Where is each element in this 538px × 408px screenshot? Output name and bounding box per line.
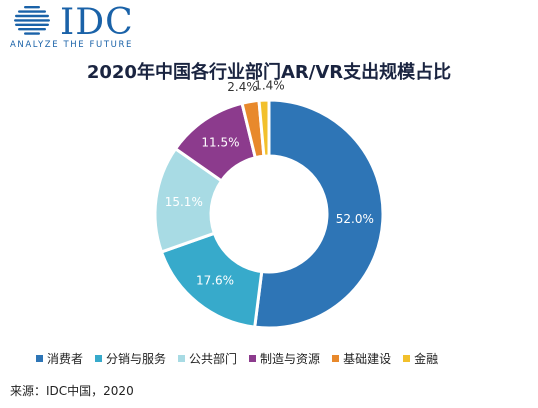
source-note: 来源：IDC中国，2020 <box>10 384 134 398</box>
logo-tagline: ANALYZE THE FUTURE <box>10 40 133 50</box>
legend-item-6: 金融 <box>403 350 438 367</box>
legend-item-3: 公共部门 <box>178 350 237 367</box>
globe-icon <box>14 6 50 35</box>
legend-label: 分销与服务 <box>106 352 167 366</box>
legend-swatch <box>178 355 186 362</box>
donut-slice-1 <box>253 98 385 330</box>
legend-swatch <box>249 355 257 362</box>
slice-label-5: 2.4% <box>227 80 258 94</box>
slice-label-2: 17.6% <box>196 273 234 287</box>
slice-label-3: 15.1% <box>165 195 203 209</box>
chart-title: 2020年中国各行业部门AR/VR支出规模占比 <box>86 62 452 83</box>
legend-swatch <box>332 355 340 362</box>
logo-name: IDC <box>60 2 134 43</box>
legend-swatch <box>36 355 43 362</box>
idc-logo: IDC ANALYZE THE FUTURE <box>10 2 160 52</box>
legend-swatch <box>403 355 411 362</box>
legend-label: 公共部门 <box>189 352 238 366</box>
legend-item-5: 基础建设 <box>332 350 391 367</box>
legend-item-1: 消费者 <box>36 350 83 367</box>
legend-label: 消费者 <box>47 352 84 366</box>
slice-label-1: 52.0% <box>336 212 374 226</box>
donut-slice-6 <box>257 98 271 158</box>
legend-item-2: 分销与服务 <box>95 350 166 367</box>
slice-label-4: 11.5% <box>201 136 239 150</box>
legend-label: 基础建设 <box>343 352 392 366</box>
chart-legend: 消费者 分销与服务 公共部门 制造与资源 基础建设 金融 <box>36 350 538 367</box>
slice-label-6: 1.4% <box>254 80 285 93</box>
legend-label: 金融 <box>414 352 439 366</box>
legend-swatch <box>95 355 103 362</box>
legend-label: 制造与资源 <box>260 352 321 366</box>
donut-chart: 52.0% 17.6% 15.1% 11.5% 2.4%1.4% <box>153 80 385 330</box>
legend-item-4: 制造与资源 <box>249 350 320 367</box>
